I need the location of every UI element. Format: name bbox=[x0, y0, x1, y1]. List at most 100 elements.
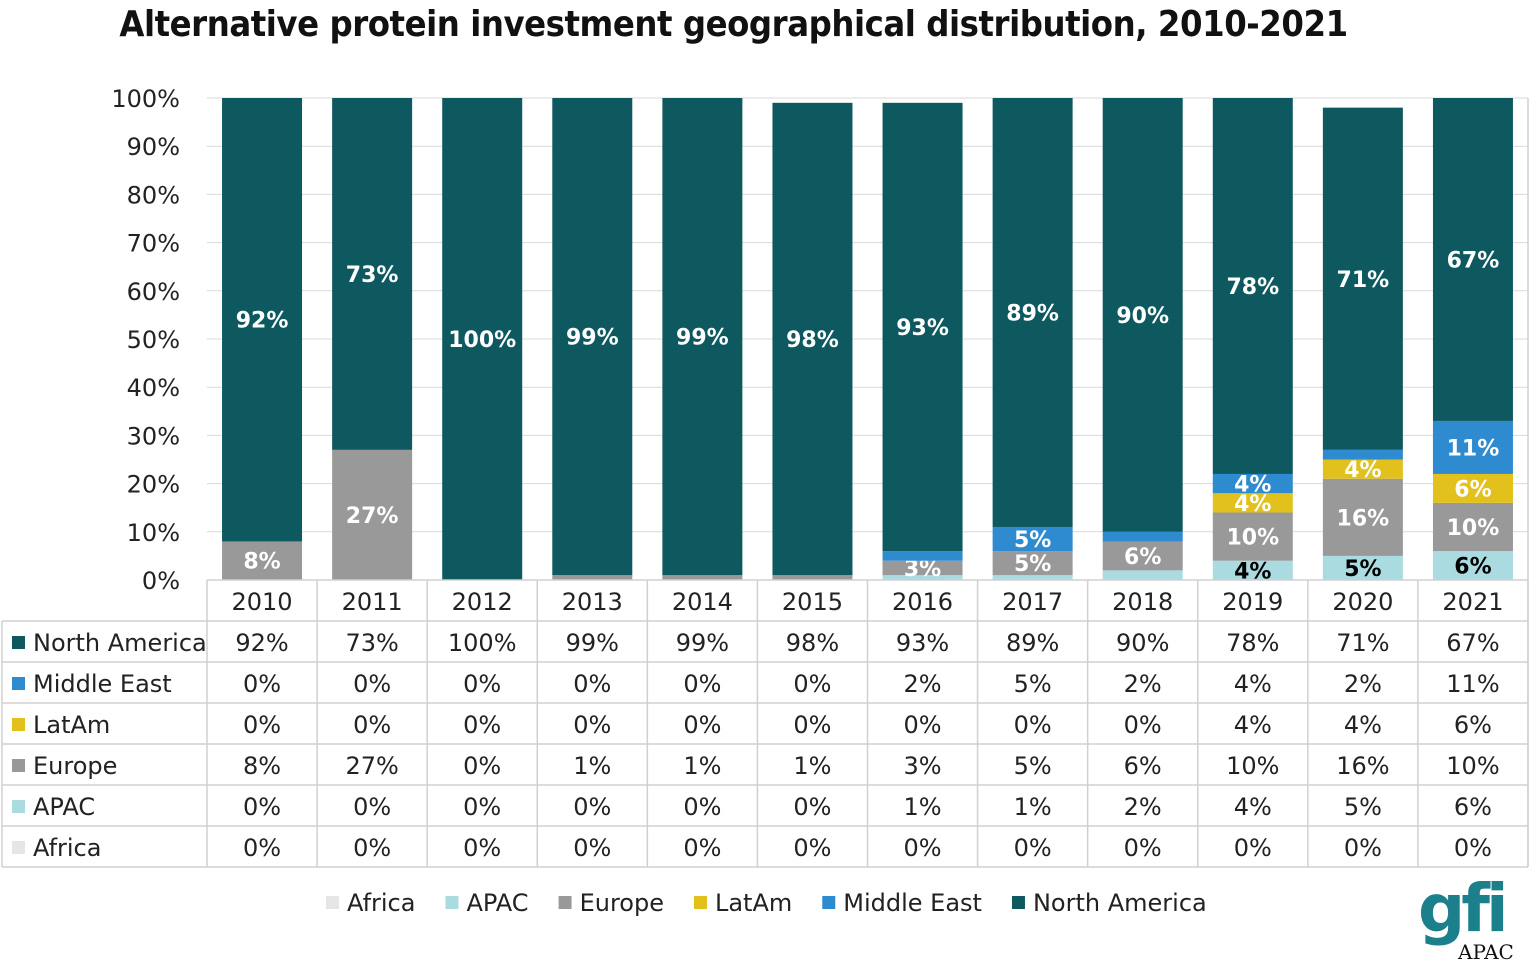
legend-swatch bbox=[1011, 896, 1025, 909]
bar-segment bbox=[1322, 449, 1403, 460]
data-label: 6% bbox=[1454, 477, 1491, 502]
table-cell: 2% bbox=[1124, 670, 1162, 698]
bar-segment bbox=[222, 541, 303, 580]
table-row-header: Africa bbox=[33, 834, 101, 862]
table-cell: 0% bbox=[1014, 834, 1052, 862]
table-cell: 0% bbox=[243, 793, 281, 821]
table-cell: 0% bbox=[463, 793, 501, 821]
legend-key bbox=[12, 718, 25, 731]
table-cell: 0% bbox=[1344, 834, 1382, 862]
bar-segment bbox=[1212, 98, 1293, 474]
table-cell: 67% bbox=[1446, 629, 1499, 657]
bar-segment bbox=[882, 551, 963, 561]
data-label: 3% bbox=[904, 557, 941, 582]
x-tick-label: 2015 bbox=[782, 588, 843, 616]
bar-segment bbox=[882, 560, 963, 576]
table-cell: 0% bbox=[243, 834, 281, 862]
data-label: 99% bbox=[676, 326, 729, 351]
legend-label: North America bbox=[1033, 889, 1207, 917]
bar-segment bbox=[552, 575, 633, 580]
bar-segment bbox=[1432, 502, 1513, 552]
data-label: 6% bbox=[1124, 545, 1161, 570]
table-cell: 2% bbox=[1124, 793, 1162, 821]
legend-key bbox=[12, 759, 25, 772]
data-label: 99% bbox=[566, 326, 619, 351]
bar-segment bbox=[1102, 541, 1183, 571]
table-cell: 0% bbox=[463, 670, 501, 698]
table-cell: 2% bbox=[1344, 670, 1382, 698]
table-cell: 2% bbox=[904, 670, 942, 698]
table-cell: 5% bbox=[1014, 670, 1052, 698]
table-cell: 27% bbox=[345, 752, 398, 780]
table-cell: 0% bbox=[243, 711, 281, 739]
x-tick-label: 2018 bbox=[1112, 588, 1173, 616]
legend-label: APAC bbox=[466, 889, 528, 917]
bar-segment bbox=[662, 575, 743, 580]
table-cell: 4% bbox=[1234, 670, 1272, 698]
x-tick-label: 2019 bbox=[1222, 588, 1283, 616]
table-cell: 0% bbox=[1014, 711, 1052, 739]
table-cell: 92% bbox=[235, 629, 288, 657]
table-cell: 98% bbox=[786, 629, 839, 657]
table-cell: 3% bbox=[904, 752, 942, 780]
data-label: 5% bbox=[1014, 528, 1051, 553]
bar-segment bbox=[882, 102, 963, 552]
table-cell: 0% bbox=[683, 793, 721, 821]
table-cell: 4% bbox=[1234, 793, 1272, 821]
table-cell: 89% bbox=[1006, 629, 1059, 657]
legend-key bbox=[12, 636, 25, 649]
legend-swatch bbox=[693, 896, 707, 909]
bar-segment bbox=[1102, 98, 1183, 532]
table-cell: 4% bbox=[1344, 711, 1382, 739]
data-label: 71% bbox=[1337, 268, 1390, 293]
x-tick-label: 2021 bbox=[1442, 588, 1503, 616]
table-cell: 10% bbox=[1226, 752, 1279, 780]
table-row-header: APAC bbox=[33, 793, 95, 821]
x-tick-label: 2014 bbox=[672, 588, 733, 616]
table-cell: 0% bbox=[463, 834, 501, 862]
table-cell: 0% bbox=[353, 711, 391, 739]
data-label: 4% bbox=[1234, 473, 1271, 498]
legend-label: Europe bbox=[580, 889, 664, 917]
legend-key bbox=[12, 800, 25, 813]
table-cell: 6% bbox=[1454, 711, 1492, 739]
table-cell: 5% bbox=[1014, 752, 1052, 780]
table-cell: 10% bbox=[1446, 752, 1499, 780]
bar-segment bbox=[992, 575, 1073, 580]
table-cell: 1% bbox=[793, 752, 831, 780]
bar-segment bbox=[1432, 473, 1513, 503]
data-label: 93% bbox=[896, 316, 949, 341]
table-cell: 0% bbox=[1124, 711, 1162, 739]
table-cell: 0% bbox=[904, 711, 942, 739]
table-cell: 0% bbox=[793, 834, 831, 862]
y-tick-label: 100% bbox=[111, 85, 180, 113]
bar-segment bbox=[1322, 459, 1403, 479]
bar-segment bbox=[1212, 560, 1293, 580]
y-tick-label: 90% bbox=[127, 133, 180, 161]
table-cell: 99% bbox=[566, 629, 619, 657]
table-cell: 0% bbox=[683, 670, 721, 698]
y-tick-label: 70% bbox=[127, 230, 180, 258]
bar-segment bbox=[992, 551, 1073, 576]
bar-segment bbox=[1212, 473, 1293, 494]
table-row-header: LatAm bbox=[33, 711, 110, 739]
data-label: 5% bbox=[1344, 557, 1381, 582]
bar-segment bbox=[992, 98, 1073, 527]
table-cell: 16% bbox=[1336, 752, 1389, 780]
table-cell: 0% bbox=[793, 711, 831, 739]
data-label: 10% bbox=[1226, 526, 1279, 551]
bar-segment bbox=[1212, 493, 1293, 513]
bar-segment bbox=[1432, 551, 1513, 580]
table-cell: 0% bbox=[1234, 834, 1272, 862]
legend-swatch bbox=[558, 896, 572, 909]
table-cell: 0% bbox=[573, 834, 611, 862]
legend-label: Africa bbox=[347, 889, 415, 917]
bar-segment bbox=[1322, 107, 1403, 450]
table-cell: 90% bbox=[1116, 629, 1169, 657]
table-row-header: Europe bbox=[33, 752, 117, 780]
x-tick-label: 2012 bbox=[452, 588, 513, 616]
data-label: 73% bbox=[346, 263, 399, 288]
table-cell: 0% bbox=[1454, 834, 1492, 862]
table-cell: 1% bbox=[573, 752, 611, 780]
